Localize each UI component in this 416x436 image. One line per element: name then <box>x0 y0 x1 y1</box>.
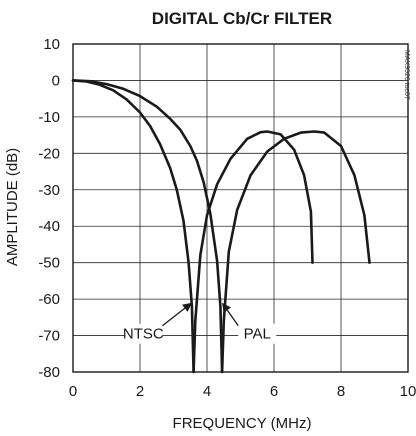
y-tick-label: -80 <box>38 364 60 381</box>
series-group <box>71 79 371 374</box>
series-line-ntsc-stopband <box>192 130 314 374</box>
x-tick-label: 10 <box>400 383 416 400</box>
annotation-bg <box>124 323 163 344</box>
y-tick-label: -10 <box>38 109 60 126</box>
annotation-arrow-line <box>226 309 239 327</box>
annotations: NTSC PAL <box>123 302 277 344</box>
y-tick-label: 10 <box>43 36 60 53</box>
y-tick-label: -60 <box>38 291 60 308</box>
chart-title: DIGITAL Cb/Cr FILTER <box>152 9 332 28</box>
plot-frame <box>72 43 409 373</box>
x-tick-label: 8 <box>337 383 345 400</box>
x-tick-label: 2 <box>136 383 144 400</box>
y-tick-label: -40 <box>38 218 60 235</box>
x-ticks: 0 2 4 6 8 10 <box>69 383 416 400</box>
series-line-pal-stopband <box>220 130 371 374</box>
y-axis-label: AMPLITUDE (dB) <box>4 148 21 266</box>
annotation-arrow-head <box>222 302 231 313</box>
series-line-ntsc-passband <box>71 79 195 374</box>
y-tick-label: -30 <box>38 182 60 199</box>
side-label: MAX9526 toc07 <box>403 50 410 100</box>
series-line-pal-passband <box>71 79 224 374</box>
annotation-arrow-line <box>161 307 186 327</box>
y-tick-label: -50 <box>38 255 60 272</box>
grid <box>73 44 408 372</box>
x-tick-label: 4 <box>203 383 211 400</box>
y-tick-label: -20 <box>38 145 60 162</box>
x-axis-label: FREQUENCY (MHz) <box>173 415 312 432</box>
x-tick-label: 6 <box>270 383 278 400</box>
annotation-bg <box>238 323 277 344</box>
annotation-label: NTSC <box>123 326 164 343</box>
x-tick-label: 0 <box>69 383 77 400</box>
y-tick-label: -70 <box>38 328 60 345</box>
annotation-arrow-head <box>182 302 192 312</box>
y-ticks: 10 0 -10 -20 -30 -40 -50 -60 -70 -80 <box>38 36 60 381</box>
y-tick-label: 0 <box>52 72 60 89</box>
annotation-label: PAL <box>244 326 271 343</box>
